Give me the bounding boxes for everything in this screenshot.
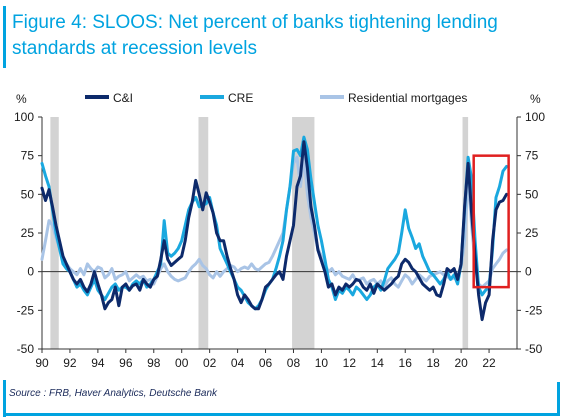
x-tick-label: 10: [315, 356, 329, 370]
series-line-c-i: [40, 140, 508, 322]
right-y-tick-label: 0: [525, 265, 532, 279]
series-lines: [40, 135, 508, 322]
figure-title: Figure 4: SLOOS: Net percent of banks ti…: [12, 12, 498, 59]
right-y-tick-label: 75: [525, 149, 539, 163]
x-tick-label: 90: [35, 356, 49, 370]
right-y-tick-label: 50: [525, 187, 539, 201]
left-y-tick-label: -25: [17, 303, 35, 317]
right-y-tick-label: 25: [525, 226, 539, 240]
right-y-tick-label: 100: [525, 110, 545, 124]
x-tick-label: 04: [231, 356, 245, 370]
x-tick-label: 14: [371, 356, 385, 370]
left-axis-unit: %: [16, 92, 27, 106]
source-note: Source : FRB, Haver Analytics, Deutsche …: [9, 388, 218, 399]
bottom-border: [3, 413, 560, 416]
legend-label-c-i: C&I: [113, 91, 133, 105]
left-y-tick-label: -50: [17, 342, 35, 356]
right-y-tick-label: -25: [525, 303, 543, 317]
highlight-box: [472, 154, 510, 289]
right-axis-unit: %: [530, 92, 541, 106]
x-tick-label: 94: [91, 356, 105, 370]
x-tick-label: 20: [454, 356, 468, 370]
title-accent-bar: [3, 6, 6, 68]
x-tick-label: 12: [343, 356, 357, 370]
legend: C&I CRE Residential mortgages: [85, 91, 467, 105]
recession-bands: [50, 117, 469, 349]
x-tick-label: 06: [259, 356, 273, 370]
x-tick-label: 02: [203, 356, 217, 370]
x-tick-label: 22: [482, 356, 496, 370]
source-accent-bar: [3, 380, 6, 417]
series-line-cre: [40, 135, 508, 311]
right-y-tick-label: -50: [525, 342, 543, 356]
recession-band-2: [198, 117, 209, 349]
legend-label-cre: CRE: [228, 91, 253, 105]
left-y-tick-label: 50: [21, 187, 35, 201]
x-tick-label: 16: [399, 356, 413, 370]
series-line-residential-mortgages: [40, 154, 508, 289]
legend-label-residential-mortgages: Residential mortgages: [348, 91, 467, 105]
x-tick-label: 18: [426, 356, 440, 370]
x-tick-label: 98: [147, 356, 161, 370]
x-tick-label: 00: [175, 356, 189, 370]
right-border: [557, 382, 560, 416]
left-y-tick-label: 25: [21, 226, 35, 240]
left-y-tick-label: 75: [21, 149, 35, 163]
x-tick-label: 08: [287, 356, 301, 370]
x-tick-label: 92: [63, 356, 77, 370]
left-y-tick-label: 100: [14, 110, 34, 124]
highlight-rectangle: [472, 154, 510, 289]
left-y-tick-label: 0: [27, 265, 34, 279]
x-tick-label: 96: [119, 356, 133, 370]
title-block: Figure 4: SLOOS: Net percent of banks ti…: [0, 0, 563, 72]
